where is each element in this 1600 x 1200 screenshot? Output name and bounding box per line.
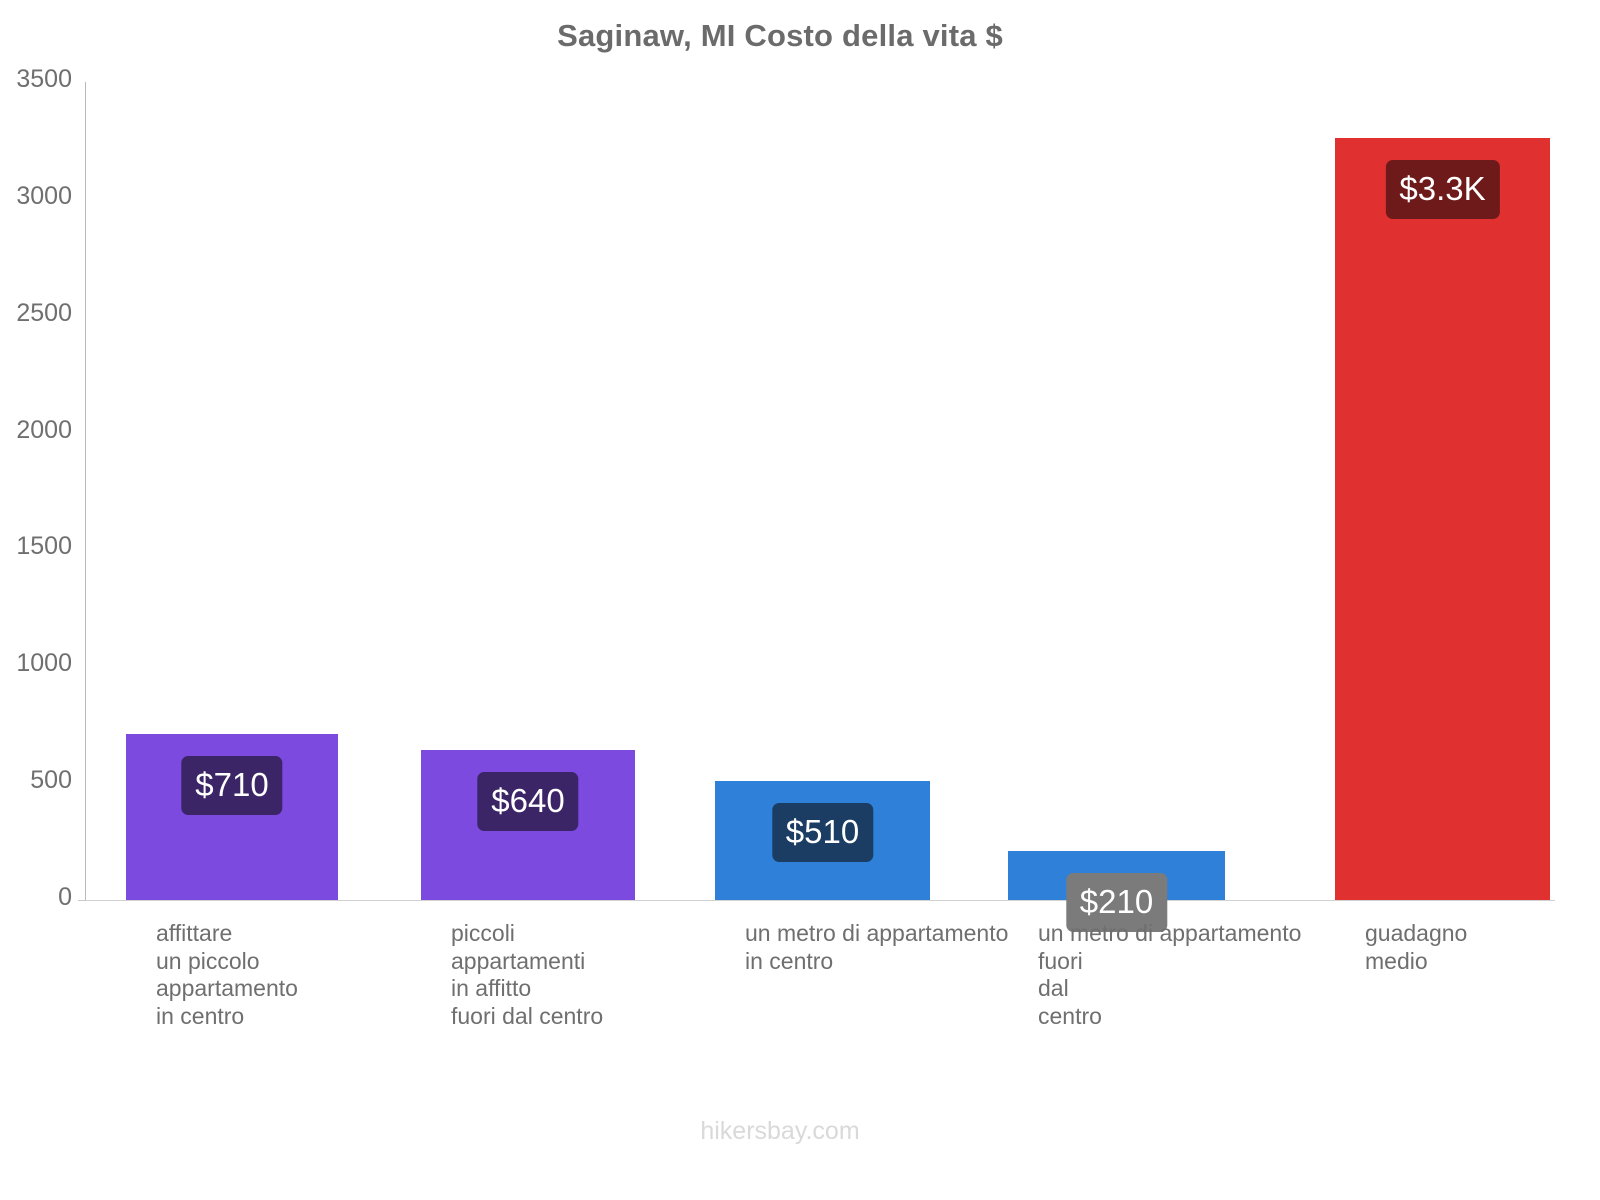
y-axis-line — [85, 82, 86, 900]
bar-value-label: $640 — [477, 772, 579, 832]
category-label: un metro di appartamento fuori dal centr… — [1038, 920, 1302, 1029]
category-label: un metro di appartamento in centro — [745, 920, 1009, 974]
category-label: guadagno medio — [1365, 920, 1468, 974]
category-label: piccoli appartamenti in affitto fuori da… — [451, 920, 604, 1029]
y-axis-tick-label: 1000 — [16, 649, 72, 678]
y-axis-tick-label: 3500 — [16, 65, 72, 93]
chart-title: Saginaw, MI Costo della vita $ — [557, 18, 1003, 53]
bar[interactable] — [1335, 138, 1550, 900]
bar-value-label: $3.3K — [1385, 160, 1500, 220]
y-axis-tick-label: 500 — [30, 766, 72, 795]
bar-value-label: $510 — [771, 802, 874, 862]
bar-value-label: $710 — [181, 756, 283, 816]
y-axis-tick-label: 1500 — [16, 532, 72, 561]
bar-value-label: $210 — [1065, 872, 1168, 932]
category-label: affittare un piccolo appartamento in cen… — [156, 920, 298, 1029]
footer-watermark: hikersbay.com — [700, 1117, 860, 1145]
y-axis-tick-label: 3000 — [16, 181, 72, 210]
y-axis-tick-label: 2500 — [16, 298, 72, 327]
y-axis-tick-mark — [78, 900, 86, 901]
y-axis-tick-label: 2000 — [16, 415, 72, 444]
y-axis-tick-label: 0 — [58, 883, 72, 911]
x-axis-line — [85, 900, 1555, 901]
